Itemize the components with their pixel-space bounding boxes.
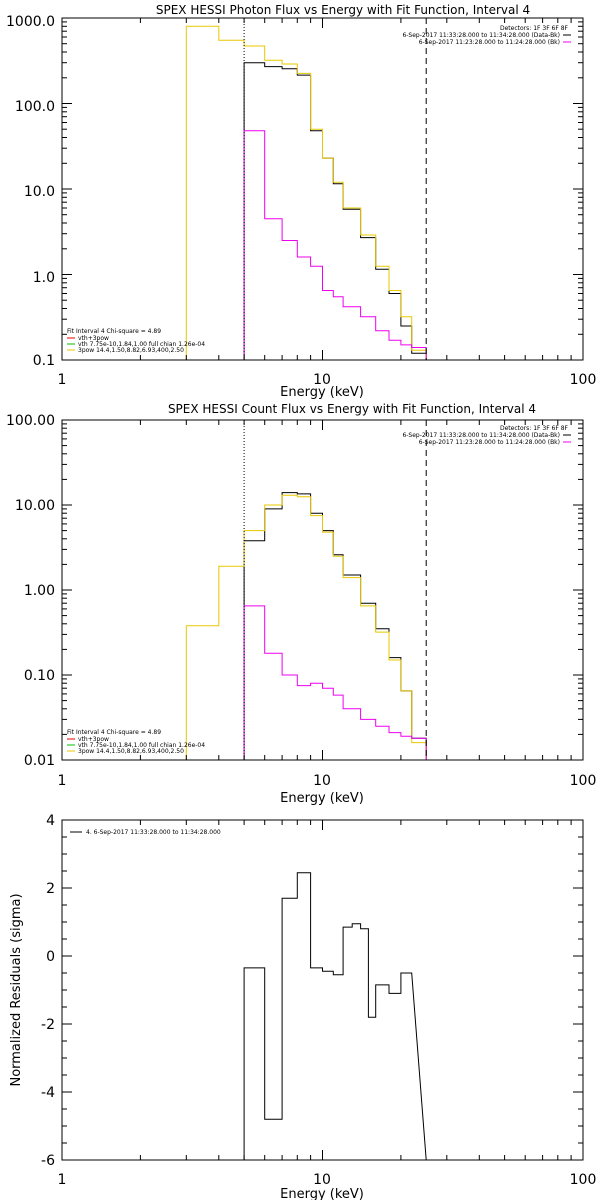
legend-entry: 4. 6-Sep-2017 11:33:28.000 to 11:34:28.0… <box>86 829 221 836</box>
y-tick-label: 1.00 <box>24 583 55 599</box>
x-tick-label: 10 <box>313 372 331 388</box>
legend-header: Fit Interval 4 Chi-square = 4.89 <box>67 328 161 335</box>
legend-entry: vth 7.75e-10,1.84,1.00 full chian 1.26e-… <box>78 341 205 348</box>
y-tick-label: 1000.0 <box>6 14 55 30</box>
y-tick-label: 10.0 <box>24 184 55 200</box>
series-group <box>185 25 427 360</box>
legend-header: Fit Interval 4 Chi-square = 4.89 <box>67 729 161 736</box>
x-tick-label: 10 <box>313 1172 331 1188</box>
x-ticks <box>61 420 584 760</box>
legend-entry: vth 7.75e-10,1.84,1.00 full chian 1.26e-… <box>78 742 205 749</box>
legend-entry: 6-Sep-2017 11:23:28.000 to 11:24:28.000 … <box>419 39 560 46</box>
x-ticks <box>61 18 584 360</box>
series-line <box>185 494 427 760</box>
legend-entry: vth+3pow <box>78 736 109 743</box>
y-tick-label: 0.01 <box>24 753 55 769</box>
marker-lines <box>243 18 427 360</box>
y-tick-label: 4 <box>46 813 55 829</box>
y-tick-label: -4 <box>41 1085 55 1101</box>
legend-entry: vth+3pow <box>78 335 109 342</box>
series-line <box>243 492 427 760</box>
y-tick-label: 2 <box>46 881 55 897</box>
x-axis-label: Energy (keV) <box>280 791 364 806</box>
plot-frame <box>61 819 584 1161</box>
panel-count-flux: SPEX HESSI Count Flux vs Energy with Fit… <box>6 402 596 806</box>
y-tick-label: 100.0 <box>15 99 55 115</box>
x-tick-label: 1 <box>58 372 67 388</box>
panel-residuals: 1 10 100 -6 -4 -2 0 2 4 Energy (keV) Nor… <box>9 813 596 1200</box>
series-line <box>185 25 427 360</box>
plot-frame <box>61 17 584 361</box>
chart-title: SPEX HESSI Photon Flux vs Energy with Fi… <box>156 3 530 17</box>
x-ticks <box>61 820 584 1160</box>
legend-entry: 6-Sep-2017 11:33:28.000 to 11:34:28.000 … <box>402 432 560 439</box>
x-tick-label: 100 <box>570 372 597 388</box>
y-axis-label: Normalized Residuals (sigma) <box>9 893 24 1086</box>
series-group <box>185 492 427 760</box>
legend-header: Detectors: 1F 3F 6F 8F <box>500 425 569 432</box>
series-line <box>243 872 427 1161</box>
legend-header: Detectors: 1F 3F 6F 8F <box>500 25 569 32</box>
marker-lines <box>243 420 427 760</box>
chart-title: SPEX HESSI Count Flux vs Energy with Fit… <box>168 402 536 416</box>
y-tick-label: 0.10 <box>24 668 55 684</box>
y-tick-label: 10.00 <box>15 498 55 514</box>
legend-entry: 3pow 14.4,1.50,8.82,6.93,400,2.50 <box>78 748 184 755</box>
x-tick-label: 100 <box>570 1172 597 1188</box>
x-tick-label: 1 <box>58 1172 67 1188</box>
x-tick-label: 100 <box>570 773 597 789</box>
panel-photon-flux: SPEX HESSI Photon Flux vs Energy with Fi… <box>6 3 596 400</box>
y-tick-label: 1.0 <box>33 270 55 286</box>
y-ticks <box>62 419 583 761</box>
series-line <box>243 605 427 760</box>
y-tick-label: 100.00 <box>6 413 55 429</box>
series-group <box>243 872 427 1161</box>
y-tick-label: 0.1 <box>33 353 55 369</box>
legend-entry: 3pow 14.4,1.50,8.82,6.93,400,2.50 <box>78 347 184 354</box>
x-axis-label: Energy (keV) <box>280 385 364 400</box>
series-line <box>243 130 427 360</box>
y-tick-label: 0 <box>46 949 55 965</box>
x-axis-label: Energy (keV) <box>280 1187 364 1200</box>
y-tick-label: -6 <box>41 1153 55 1169</box>
y-tick-label: -2 <box>41 1017 55 1033</box>
legend-entry: 6-Sep-2017 11:33:28.000 to 11:34:28.000 … <box>402 32 560 39</box>
x-tick-label: 1 <box>58 773 67 789</box>
series-line <box>243 62 427 360</box>
legend-entry: 6-Sep-2017 11:23:28.000 to 11:24:28.000 … <box>419 439 560 446</box>
x-tick-label: 10 <box>313 773 331 789</box>
y-ticks <box>62 819 583 1161</box>
y-ticks <box>62 17 583 361</box>
plot-frame <box>61 419 584 761</box>
